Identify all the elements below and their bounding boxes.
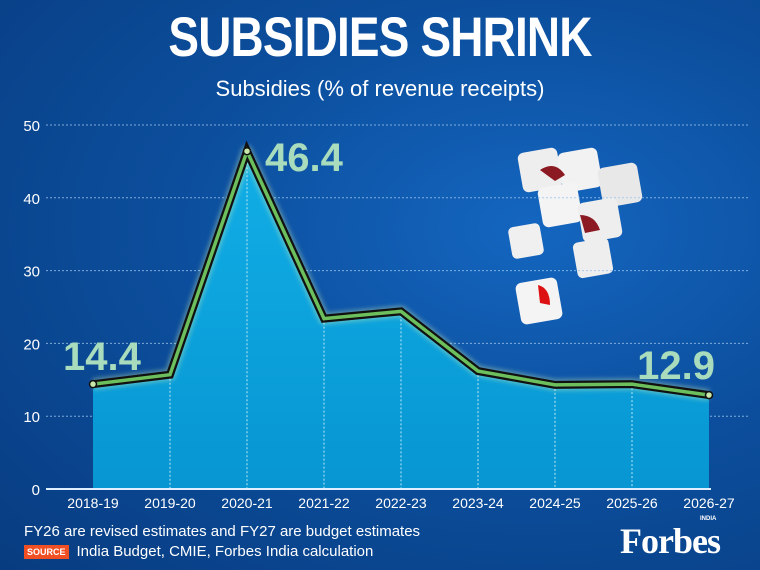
y-tick-label: 30 — [23, 264, 40, 281]
data-point — [704, 390, 714, 400]
x-tick-label: 2022-23 — [375, 495, 427, 511]
x-tick-label: 2025-26 — [606, 495, 658, 511]
x-tick-label: 2021-22 — [298, 495, 350, 511]
y-tick-label: 0 — [32, 482, 40, 499]
x-tick-label: 2018-19 — [67, 495, 119, 511]
source-line: SOURCE India Budget, CMIE, Forbes India … — [24, 543, 373, 560]
data-point — [242, 146, 252, 156]
dice-decoration — [508, 147, 643, 325]
x-tick-label: 2026-27 — [683, 495, 735, 511]
data-point — [88, 379, 98, 389]
footnote: FY26 are revised estimates and FY27 are … — [24, 523, 421, 540]
data-label: 46.4 — [265, 136, 344, 180]
series-line — [92, 146, 710, 397]
chart-title: SUBSIDIES SHRINK — [168, 5, 592, 68]
x-tick-label: 2024-25 — [529, 495, 581, 511]
data-label: 12.9 — [637, 344, 715, 388]
data-label: 14.4 — [63, 335, 142, 379]
x-tick-label: 2019-20 — [144, 495, 196, 511]
source-badge: SOURCE — [24, 544, 69, 559]
y-tick-label: 50 — [23, 118, 40, 135]
y-tick-label: 20 — [23, 336, 40, 353]
forbes-logo: Forbes — [620, 521, 721, 561]
forbes-logo-tag: INDIA — [700, 516, 717, 522]
x-tick-label: 2023-24 — [452, 495, 504, 511]
y-tick-label: 10 — [23, 409, 40, 426]
x-tick-label: 2020-21 — [221, 495, 273, 511]
y-tick-label: 40 — [23, 191, 40, 208]
source-text: India Budget, CMIE, Forbes India calcula… — [76, 543, 374, 560]
chart-subtitle: Subsidies (% of revenue receipts) — [215, 76, 545, 101]
